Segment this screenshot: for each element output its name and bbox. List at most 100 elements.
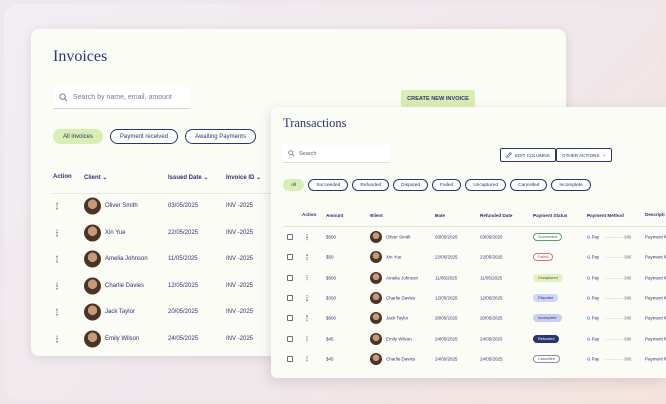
row-menu-icon[interactable] (305, 335, 309, 342)
row-menu-icon[interactable] (305, 356, 309, 362)
table-row[interactable]: Xin Yue 22/05/2025 INV -2025 (53, 220, 566, 247)
col-payment-status[interactable]: Payment Status ⌄ (533, 212, 568, 218)
row-menu-icon[interactable] (305, 295, 309, 301)
client-name: Xin Yue (105, 229, 126, 236)
filter-uncaptured[interactable]: Uncaptured (465, 179, 506, 191)
table-row[interactable]: $45 Charlie Davies 24/05/2025 24/05/2025 Can… (271, 349, 666, 369)
col-payment-method[interactable]: Payment Method ⌄ (587, 212, 624, 218)
filter-all-invoices[interactable]: All invoices (53, 129, 104, 144)
client-name: Emily Wilson (386, 336, 412, 342)
row-checkbox[interactable] (287, 254, 293, 261)
edit-columns-label: EDIT COLUMNS (515, 152, 550, 158)
description: Payment fo (645, 234, 666, 240)
issued-date: 22/05/2025 (168, 229, 199, 236)
other-actions-label: OTHER ACTIONS (562, 152, 600, 158)
avatar (370, 332, 382, 345)
google-pay-icon: G Pay (587, 336, 600, 342)
invoices-search-input[interactable]: Search by name, email, amount (53, 87, 190, 109)
google-pay-icon: G Pay (587, 315, 600, 321)
table-row[interactable]: $300 Charlie Davies 12/05/2025 12/05/2025 Di… (271, 288, 666, 308)
search-icon (59, 93, 68, 102)
issued-date: 24/05/2025 (168, 335, 199, 342)
filter-incomplete[interactable]: Incomplete (551, 179, 591, 191)
client-name: Oliver Smith (386, 234, 411, 240)
table-row[interactable]: Amelia Johnson 11/05/2025 INV -2025 (53, 246, 566, 273)
row-checkbox[interactable] (287, 234, 293, 241)
col-refunded-date[interactable]: Refunded Date ⌄ (480, 212, 513, 218)
filter-all[interactable]: All (283, 179, 305, 191)
avatar (370, 292, 382, 305)
table-row[interactable]: $500 Amelia Johnson 11/05/2025 11/05/2025 Un… (271, 268, 666, 288)
date: 03/05/2025 (435, 234, 458, 240)
card-mask: ············· 986 (605, 295, 632, 301)
amount: $45 (326, 336, 334, 342)
col-client[interactable]: Client ⌄ (84, 175, 108, 181)
filter-cancelled[interactable]: Cancelled (510, 179, 548, 191)
date: 12/05/2025 (435, 295, 458, 301)
transactions-panel: Transactions Search EDIT COLUMNS OTHER A… (271, 107, 666, 378)
google-pay-icon: G Pay (587, 275, 600, 281)
filter-succeeded[interactable]: Succeeded (308, 179, 349, 191)
col-client[interactable]: Client ⌄ (370, 212, 383, 218)
filter-awaiting-payments[interactable]: Awaiting Payments (185, 129, 256, 144)
client-name: Oliver Smith (105, 203, 138, 210)
chevron-down-icon: ⌄ (102, 175, 108, 181)
status-badge: Failed (533, 253, 554, 262)
client-name: Xin Yue (386, 254, 402, 260)
avatar (84, 277, 101, 295)
col-description: Descripti (645, 212, 665, 217)
other-actions-button[interactable]: OTHER ACTIONS ⌄ (556, 148, 613, 162)
avatar (84, 197, 101, 215)
col-date[interactable]: Date ⌄ (435, 212, 445, 218)
refunded-date: 03/05/2025 (480, 234, 503, 240)
col-action: Action (302, 212, 317, 217)
row-menu-icon[interactable] (305, 254, 309, 261)
issued-date: 12/05/2025 (168, 282, 199, 289)
col-invoice-id[interactable]: Invoice ID ⌄ (226, 175, 262, 181)
table-row[interactable]: $50 Xin Yue 22/05/2025 22/05/2025 Failed G Pa… (271, 247, 666, 267)
chevron-down-icon: ⌄ (602, 152, 607, 157)
invoice-id: INV -2025 (226, 335, 254, 342)
row-menu-icon[interactable] (55, 202, 59, 210)
refunded-date: 24/05/2025 (480, 336, 503, 342)
filter-refunded[interactable]: Refunded (352, 179, 390, 191)
col-amount[interactable]: Amount ⌄ (326, 212, 344, 218)
row-checkbox[interactable] (287, 335, 293, 342)
issued-date: 20/05/2025 (168, 309, 199, 316)
google-pay-icon: G Pay (587, 254, 600, 260)
table-row[interactable]: $45 Emily Wilson 24/05/2025 24/05/2025 Refun… (271, 328, 666, 348)
row-menu-icon[interactable] (55, 282, 59, 290)
refunded-date: 11/05/2025 (480, 275, 503, 281)
row-menu-icon[interactable] (305, 315, 309, 322)
row-checkbox[interactable] (287, 315, 293, 322)
row-checkbox[interactable] (287, 355, 293, 362)
row-menu-icon[interactable] (55, 229, 59, 237)
table-row[interactable]: Jack Taylor 20/05/2025 INV -2025 (53, 299, 566, 326)
client-name: Amelia Johnson (386, 275, 419, 281)
filter-failed[interactable]: Failed (432, 179, 462, 191)
invoices-table-header: Action Client ⌄ Issued Date ⌄ Invoice ID… (53, 174, 566, 186)
row-menu-icon[interactable] (55, 335, 59, 343)
table-row[interactable]: $500 Oliver Smith 03/05/2025 03/05/2025 Succ… (271, 227, 666, 247)
row-checkbox[interactable] (287, 295, 293, 302)
transactions-table-header: Action Amount ⌄ Client ⌄ Date ⌄ Refunded… (271, 211, 666, 221)
transactions-search-input[interactable]: Search (283, 145, 390, 163)
create-invoice-button[interactable]: CREATE NEW INVOICE (401, 90, 475, 107)
edit-columns-button[interactable]: EDIT COLUMNS (500, 148, 556, 162)
amount: $45 (326, 356, 334, 362)
status-badge: Refunded (533, 334, 560, 343)
table-row[interactable]: Oliver Smith 03/05/2025 INV -2025 (53, 193, 566, 220)
row-menu-icon[interactable] (55, 308, 59, 316)
row-menu-icon[interactable] (305, 234, 309, 240)
table-row[interactable]: Emily Wilson 24/05/2025 INV -2025 (53, 326, 566, 353)
date: 24/05/2025 (435, 336, 458, 342)
table-row[interactable]: $800 Jack Taylor 20/05/2025 20/05/2025 Incom… (271, 308, 666, 328)
row-checkbox[interactable] (287, 274, 293, 281)
filter-disputed[interactable]: Disputed (393, 179, 429, 191)
status-badge: Incomplete (533, 314, 562, 323)
row-menu-icon[interactable] (55, 255, 59, 263)
col-issued-date[interactable]: Issued Date ⌄ (168, 175, 209, 181)
filter-payment-received[interactable]: Payment received (110, 129, 179, 144)
table-row[interactable]: Charlie Davies 12/05/2025 INV -2025 (53, 273, 566, 300)
row-menu-icon[interactable] (305, 274, 309, 281)
